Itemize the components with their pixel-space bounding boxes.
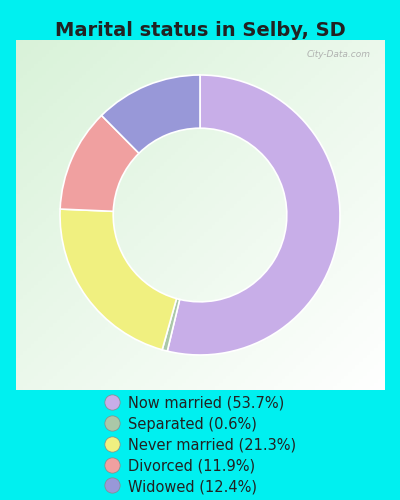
Wedge shape [162,298,180,351]
Legend: Now married (53.7%), Separated (0.6%), Never married (21.3%), Divorced (11.9%), : Now married (53.7%), Separated (0.6%), N… [98,390,302,500]
Text: Marital status in Selby, SD: Marital status in Selby, SD [55,21,345,40]
Wedge shape [60,209,176,350]
Wedge shape [167,75,340,355]
Text: City-Data.com: City-Data.com [307,50,371,59]
Wedge shape [60,116,139,212]
Wedge shape [102,75,200,154]
